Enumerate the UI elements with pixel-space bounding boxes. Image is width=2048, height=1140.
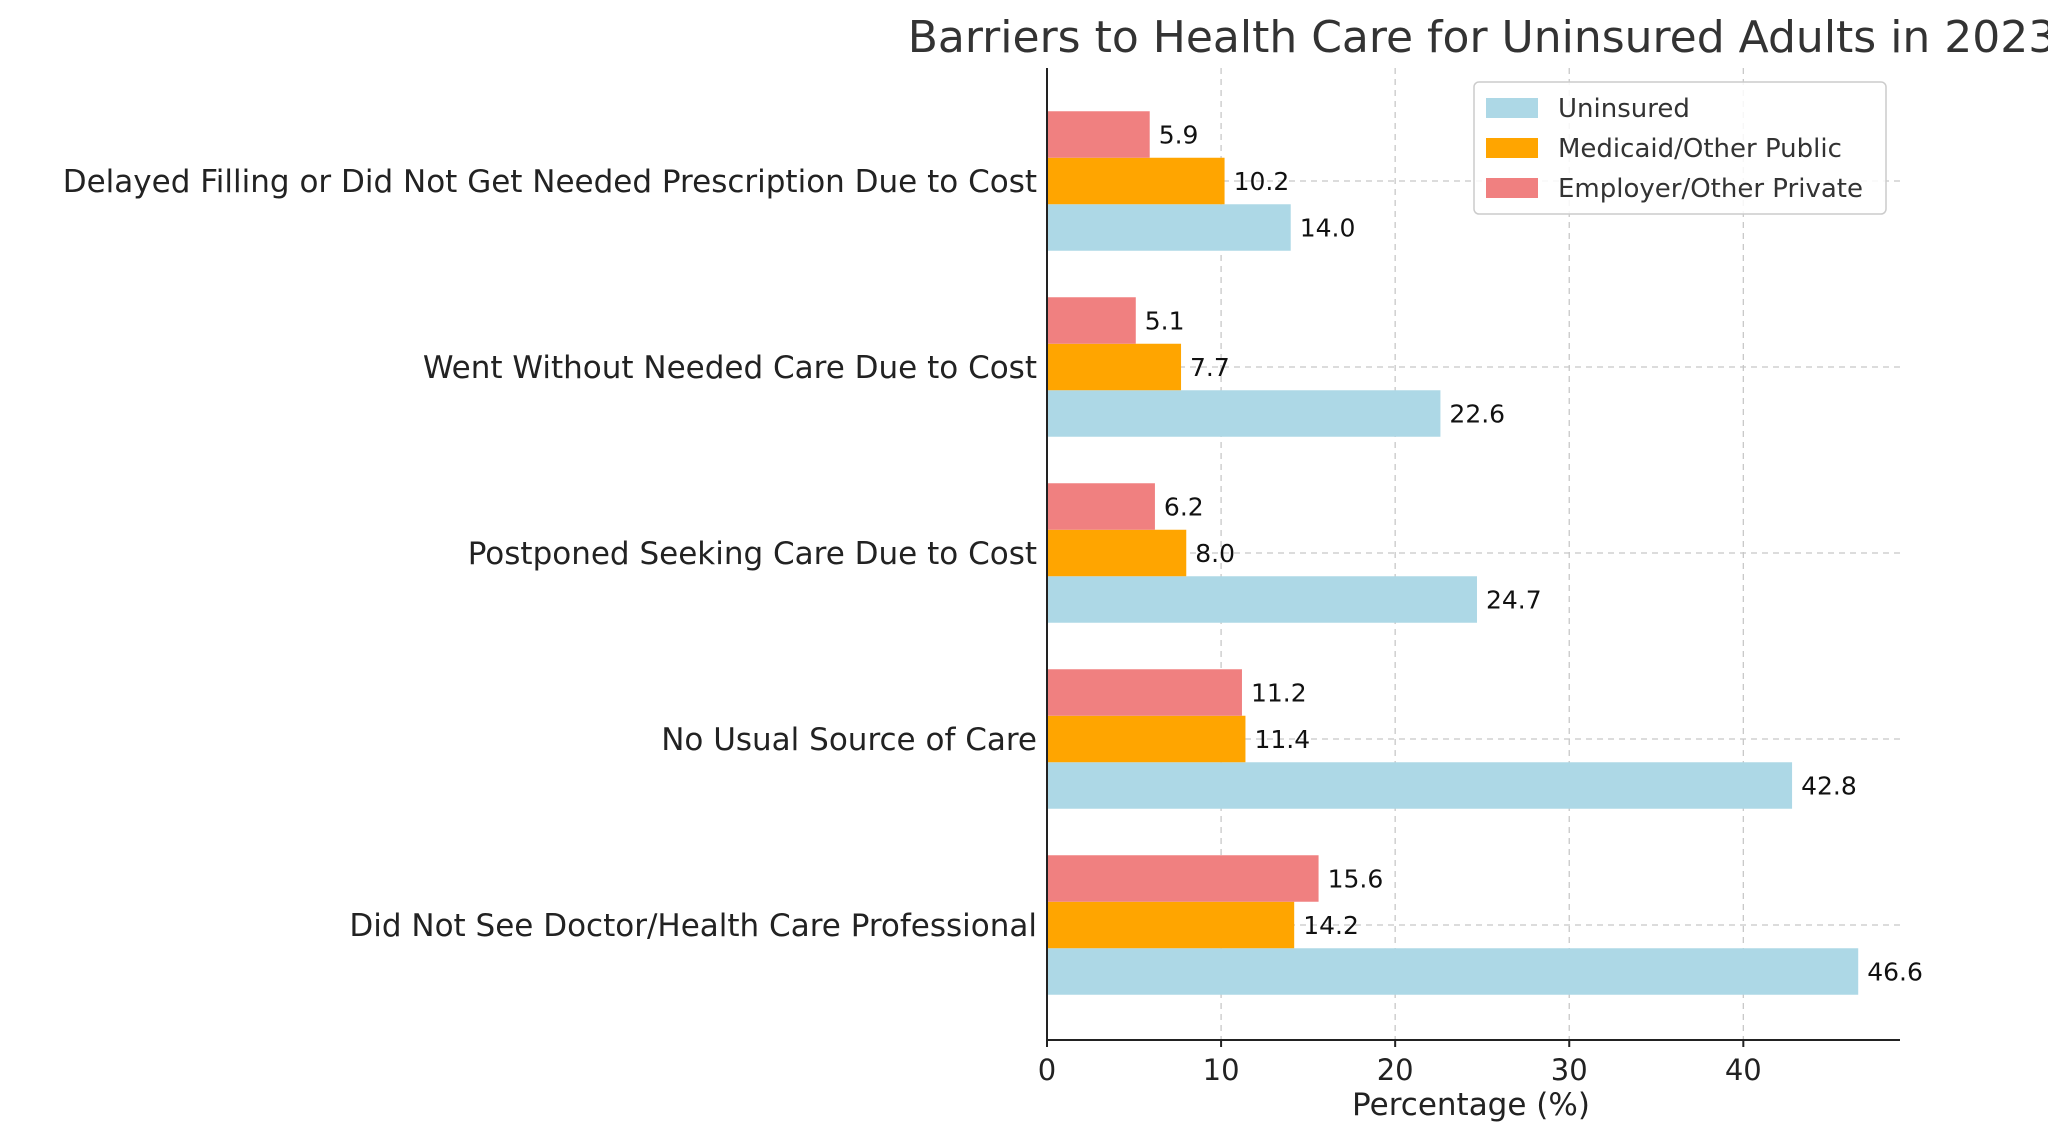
bar-medicaid-other-public (1047, 157, 1225, 205)
value-label: 11.2 (1251, 679, 1307, 708)
chart-title: Barriers to Health Care for Uninsured Ad… (908, 12, 2048, 63)
value-label: 11.4 (1254, 725, 1310, 754)
bar-employer-other-private (1047, 855, 1319, 902)
legend-frame (1473, 81, 1887, 215)
value-label: 14.2 (1303, 911, 1359, 940)
x-tick-label: 40 (1725, 1053, 1762, 1087)
legend-swatch (1486, 98, 1538, 118)
x-tick-label: 10 (1203, 1053, 1240, 1087)
grid (1047, 68, 1900, 1040)
bar-uninsured (1047, 204, 1291, 251)
legend-swatch (1486, 138, 1538, 158)
value-label: 15.6 (1328, 865, 1384, 894)
bar-medicaid-other-public (1047, 529, 1187, 577)
category-labels: Did Not See Doctor/Health Care Professio… (63, 164, 1037, 944)
x-tick-labels: 0 10 20 30 40 (1038, 1053, 1762, 1087)
bar-uninsured (1047, 762, 1793, 809)
bar-employer-other-private (1047, 297, 1136, 344)
value-label: 8.0 (1195, 539, 1235, 568)
value-label: 5.1 (1145, 307, 1185, 336)
legend-label: Medicaid/Other Public (1558, 134, 1842, 164)
x-tick-label: 20 (1377, 1053, 1414, 1087)
bar-medicaid-other-public (1047, 343, 1182, 391)
legend-label: Employer/Other Private (1558, 174, 1863, 204)
bars (1047, 111, 1859, 995)
value-label: 22.6 (1449, 400, 1505, 429)
category-label: Went Without Needed Care Due to Cost (423, 350, 1037, 386)
value-label: 46.6 (1867, 958, 1923, 987)
bar-employer-other-private (1047, 483, 1155, 530)
value-label: 24.7 (1486, 586, 1542, 615)
category-label: Delayed Filling or Did Not Get Needed Pr… (63, 164, 1037, 200)
legend-label: Uninsured (1558, 94, 1690, 124)
legend-swatch (1486, 178, 1538, 198)
bar-uninsured (1047, 390, 1441, 437)
category-label: Postponed Seeking Care Due to Cost (468, 536, 1037, 572)
value-label: 6.2 (1164, 493, 1204, 522)
value-label: 7.7 (1190, 353, 1230, 382)
value-label: 5.9 (1159, 121, 1199, 150)
bar-medicaid-other-public (1047, 901, 1295, 949)
x-axis-title: Percentage (%) (1352, 1087, 1590, 1123)
x-tick-label: 30 (1551, 1053, 1588, 1087)
bar-employer-other-private (1047, 111, 1150, 158)
legend: Uninsured Medicaid/Other Public Employer/O… (1473, 81, 1887, 215)
category-label: Did Not See Doctor/Health Care Professio… (349, 908, 1037, 944)
value-label: 14.0 (1300, 214, 1356, 243)
category-label: No Usual Source of Care (661, 722, 1037, 758)
bar-employer-other-private (1047, 669, 1242, 716)
bar-uninsured (1047, 948, 1859, 995)
axes (1046, 68, 1900, 1047)
value-labels: 46.6 14.2 15.6 42.8 11.4 11.2 24.7 8.0 6.2 22.6 7.… (1145, 121, 1923, 987)
x-tick-label: 0 (1038, 1053, 1056, 1087)
bar-medicaid-other-public (1047, 715, 1246, 763)
value-label: 10.2 (1234, 167, 1290, 196)
bar-uninsured (1047, 576, 1477, 623)
value-label: 42.8 (1801, 772, 1857, 801)
